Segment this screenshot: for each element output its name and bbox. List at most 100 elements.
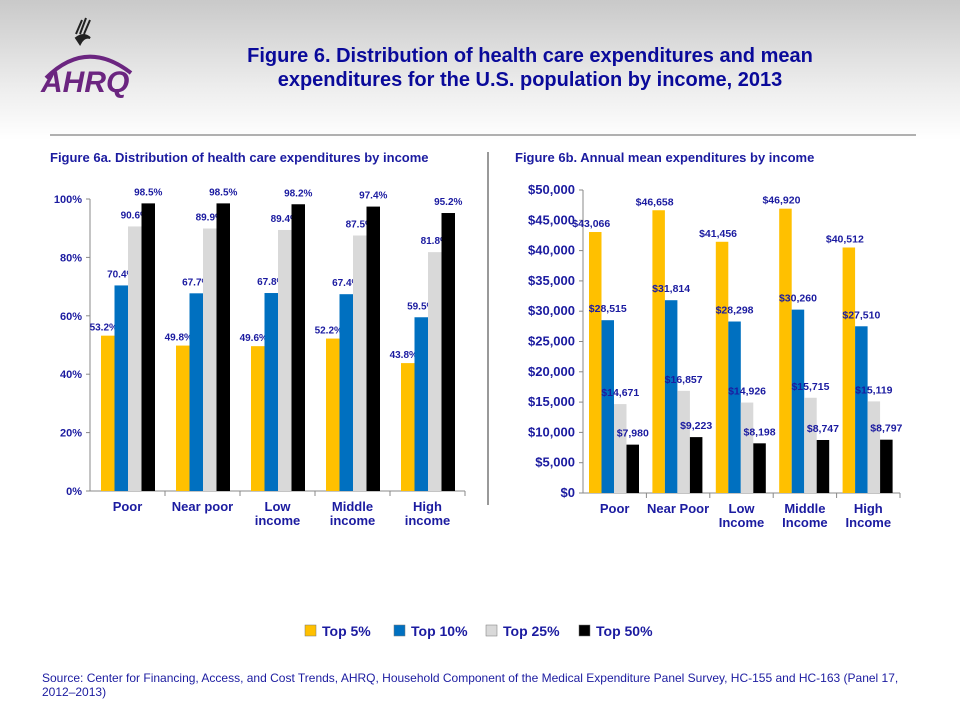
x-tick-label: Poor — [600, 501, 630, 516]
bar — [664, 300, 678, 493]
data-label: 67.7% — [182, 277, 210, 288]
legend-label: Top 10% — [411, 623, 468, 639]
bar — [842, 247, 856, 493]
chart-b-title: Figure 6b. Annual mean expenditures by i… — [515, 150, 815, 165]
y-tick-label: 0% — [66, 486, 82, 498]
bar — [689, 437, 703, 493]
bar — [428, 252, 442, 491]
bar — [855, 326, 868, 493]
bar — [677, 390, 690, 493]
data-label: $15,119 — [855, 384, 893, 396]
bar — [589, 232, 602, 494]
data-label: 98.5% — [134, 187, 162, 198]
data-label: 98.5% — [209, 187, 237, 198]
x-tick-label: income — [330, 513, 376, 528]
bar — [291, 204, 305, 492]
data-label: $8,198 — [743, 426, 775, 438]
bar — [114, 285, 128, 491]
bar — [203, 228, 217, 491]
x-tick-label: Poor — [113, 499, 143, 514]
data-label: $8,797 — [870, 423, 902, 435]
legend-label: Top 25% — [503, 623, 560, 639]
bar — [880, 439, 893, 493]
data-label: $30,260 — [779, 293, 817, 305]
data-label: 59.5% — [407, 301, 435, 312]
data-label: $46,920 — [762, 195, 800, 207]
x-tick-label: High — [413, 499, 442, 514]
bar — [101, 335, 115, 491]
y-tick-label: $5,000 — [535, 455, 575, 470]
x-tick-label: income — [405, 513, 451, 528]
bar — [753, 443, 766, 493]
bar — [414, 317, 428, 491]
data-label: $41,456 — [699, 228, 737, 240]
legend-swatch — [578, 624, 591, 637]
data-label: $8,747 — [807, 423, 839, 435]
y-tick-label: $25,000 — [528, 334, 575, 349]
y-tick-label: $40,000 — [528, 243, 575, 258]
bar — [189, 293, 203, 491]
bar — [366, 206, 380, 492]
data-label: 98.2% — [284, 188, 312, 199]
bar — [251, 346, 265, 491]
x-tick-label: Low — [729, 501, 756, 516]
x-tick-label: Income — [719, 515, 765, 530]
x-tick-label: Near Poor — [647, 501, 709, 516]
y-tick-label: $45,000 — [528, 212, 575, 227]
data-label: $43,066 — [572, 218, 610, 230]
bar — [779, 208, 792, 493]
bar — [339, 294, 353, 491]
bar — [128, 226, 142, 491]
y-tick-label: $20,000 — [528, 364, 575, 379]
ahrq-logo: AHRQ — [36, 8, 146, 103]
data-label: $40,512 — [826, 233, 864, 245]
legend-swatch — [393, 624, 406, 637]
bar — [264, 293, 278, 491]
x-tick-label: Income — [782, 515, 828, 530]
page-title: Figure 6. Distribution of health care ex… — [247, 45, 813, 91]
data-label: $46,658 — [636, 196, 674, 208]
bar — [867, 401, 881, 493]
y-tick-label: $0 — [561, 485, 575, 500]
x-tick-label: Low — [265, 499, 292, 514]
y-tick-label: $30,000 — [528, 303, 575, 318]
legend-label: Top 5% — [322, 623, 371, 639]
y-tick-label: 40% — [60, 369, 82, 381]
x-tick-label: income — [255, 513, 301, 528]
data-label: $15,715 — [791, 381, 829, 393]
data-label: $14,671 — [601, 387, 639, 399]
y-tick-label: 60% — [60, 311, 82, 323]
data-label: $31,814 — [652, 283, 690, 295]
y-tick-label: $50,000 — [528, 182, 575, 197]
svg-text:AHRQ: AHRQ — [40, 66, 129, 98]
y-tick-label: $35,000 — [528, 273, 575, 288]
data-label: $14,926 — [728, 386, 766, 398]
bar — [804, 397, 817, 493]
bar — [353, 235, 367, 491]
data-label: 81.8% — [421, 236, 449, 247]
bar — [601, 320, 614, 493]
data-label: $28,298 — [716, 305, 754, 317]
bar — [141, 203, 155, 491]
y-tick-label: 80% — [60, 252, 82, 264]
data-label: 97.4% — [359, 191, 387, 202]
data-label: 87.5% — [346, 220, 374, 231]
x-tick-label: High — [854, 501, 883, 516]
bar — [816, 439, 830, 493]
bar — [401, 363, 415, 491]
x-tick-label: Income — [846, 515, 892, 530]
bar — [278, 229, 292, 491]
data-label: 52.2% — [315, 326, 343, 337]
data-label: 67.8% — [257, 277, 285, 288]
x-tick-label: Middle — [784, 501, 825, 516]
data-label: $16,857 — [665, 374, 703, 386]
bar — [614, 404, 627, 493]
data-label: 49.8% — [165, 333, 193, 344]
data-label: 49.6% — [240, 333, 268, 344]
y-tick-label: $15,000 — [528, 394, 575, 409]
y-tick-label: 100% — [54, 194, 82, 206]
data-label: $9,223 — [680, 420, 712, 432]
bar — [715, 241, 729, 493]
legend-swatch — [485, 624, 498, 637]
